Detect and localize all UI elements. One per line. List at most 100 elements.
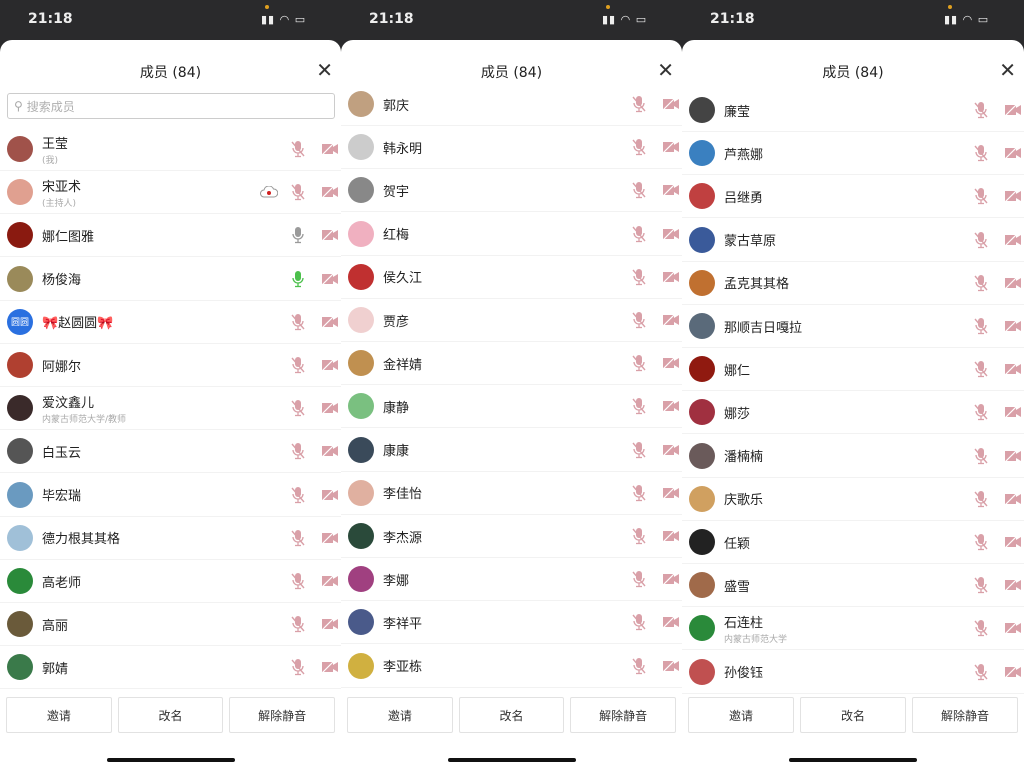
camera-off-icon[interactable]	[1002, 574, 1024, 596]
mic-muted-icon[interactable]	[970, 661, 992, 683]
mic-muted-icon[interactable]	[970, 315, 992, 337]
camera-off-icon[interactable]	[319, 570, 341, 592]
camera-off-icon[interactable]	[319, 354, 341, 376]
camera-off-icon[interactable]	[1002, 142, 1024, 164]
member-row[interactable]: 庆歌乐	[682, 478, 1024, 521]
mic-muted-icon[interactable]	[287, 440, 309, 462]
camera-off-icon[interactable]	[1002, 185, 1024, 207]
camera-off-icon[interactable]	[660, 223, 682, 245]
member-row[interactable]: 娜仁	[682, 348, 1024, 392]
mic-muted-icon[interactable]	[287, 527, 309, 549]
member-row[interactable]: 娜莎	[682, 391, 1024, 435]
unmute-all-button[interactable]: 解除静音	[570, 697, 677, 733]
member-row[interactable]: 蒙古草原	[682, 219, 1024, 262]
mic-muted-icon[interactable]	[628, 439, 650, 461]
mic-muted-icon[interactable]	[287, 181, 309, 203]
member-row[interactable]: 白玉云	[0, 430, 341, 474]
mic-muted-icon[interactable]	[287, 138, 309, 160]
mic-muted-icon[interactable]	[628, 395, 650, 417]
unmute-all-button[interactable]: 解除静音	[229, 697, 336, 733]
member-row[interactable]: 宋亚术 (主持人)	[0, 171, 341, 215]
member-row[interactable]: 郭庆	[341, 83, 682, 126]
member-row[interactable]: 王莹 (我)	[0, 128, 341, 171]
close-button[interactable]: ✕	[657, 58, 674, 82]
member-row[interactable]: 孙俊钰	[682, 651, 1024, 694]
camera-off-icon[interactable]	[319, 527, 341, 549]
member-row[interactable]: 韩永明	[341, 126, 682, 170]
camera-off-icon[interactable]	[1002, 531, 1024, 553]
member-row[interactable]: 李佳怡	[341, 472, 682, 515]
mic-muted-icon[interactable]	[628, 482, 650, 504]
mic-muted-icon[interactable]	[628, 568, 650, 590]
member-row[interactable]: 李娜	[341, 558, 682, 602]
member-row[interactable]: 廉莹	[682, 89, 1024, 132]
member-row[interactable]: 德力根其其格	[0, 517, 341, 560]
mic-muted-icon[interactable]	[628, 352, 650, 374]
camera-off-icon[interactable]	[319, 440, 341, 462]
member-row[interactable]: 康静	[341, 385, 682, 429]
member-row[interactable]: 高丽	[0, 603, 341, 647]
camera-off-icon[interactable]	[319, 484, 341, 506]
camera-off-icon[interactable]	[660, 482, 682, 504]
member-row[interactable]: 石连柱 内蒙古师范大学	[682, 607, 1024, 651]
camera-off-icon[interactable]	[319, 613, 341, 635]
camera-off-icon[interactable]	[1002, 272, 1024, 294]
invite-button[interactable]: 邀请	[6, 697, 112, 733]
mic-muted-icon[interactable]	[287, 397, 309, 419]
member-row[interactable]: 金祥婧	[341, 342, 682, 386]
rename-button[interactable]: 改名	[458, 697, 565, 733]
member-row[interactable]: 盛雪	[682, 564, 1024, 608]
member-row[interactable]: 爱汶鑫儿 内蒙古师范大学/教师	[0, 387, 341, 431]
invite-button[interactable]: 邀请	[688, 697, 794, 733]
mic-muted-icon[interactable]	[970, 401, 992, 423]
camera-off-icon[interactable]	[660, 611, 682, 633]
mic-muted-icon[interactable]	[970, 99, 992, 121]
camera-off-icon[interactable]	[1002, 617, 1024, 639]
member-row[interactable]: 李杰源	[341, 515, 682, 558]
member-row[interactable]: 圆圆 🎀赵圆圆🎀	[0, 301, 341, 344]
mic-muted-icon[interactable]	[970, 358, 992, 380]
member-row[interactable]: 康康	[341, 429, 682, 472]
mic-muted-icon[interactable]	[970, 488, 992, 510]
camera-off-icon[interactable]	[660, 395, 682, 417]
mic-muted-icon[interactable]	[970, 617, 992, 639]
mic-muted-icon[interactable]	[970, 272, 992, 294]
camera-off-icon[interactable]	[660, 179, 682, 201]
camera-off-icon[interactable]	[319, 656, 341, 678]
member-row[interactable]: 阿娜尔	[0, 344, 341, 387]
rename-button[interactable]: 改名	[117, 697, 224, 733]
close-button[interactable]: ✕	[999, 58, 1016, 82]
member-row[interactable]: 高老师	[0, 560, 341, 603]
member-row[interactable]: 那顺吉日嘎拉	[682, 305, 1024, 348]
mic-icon[interactable]	[287, 268, 309, 290]
mic-muted-icon[interactable]	[628, 525, 650, 547]
mic-muted-icon[interactable]	[970, 445, 992, 467]
camera-off-icon[interactable]	[660, 655, 682, 677]
camera-off-icon[interactable]	[319, 224, 341, 246]
camera-off-icon[interactable]	[319, 138, 341, 160]
mic-icon[interactable]	[287, 224, 309, 246]
camera-off-icon[interactable]	[660, 93, 682, 115]
rename-button[interactable]: 改名	[800, 697, 906, 733]
member-row[interactable]: 李祥平	[341, 601, 682, 645]
mic-muted-icon[interactable]	[287, 484, 309, 506]
member-row[interactable]: 侯久江	[341, 256, 682, 299]
camera-off-icon[interactable]	[1002, 488, 1024, 510]
camera-off-icon[interactable]	[660, 266, 682, 288]
search-box[interactable]: ⚲ 搜索成员	[7, 93, 335, 119]
close-button[interactable]: ✕	[316, 58, 333, 82]
mic-muted-icon[interactable]	[628, 136, 650, 158]
camera-off-icon[interactable]	[660, 136, 682, 158]
member-row[interactable]: 任颖	[682, 521, 1024, 564]
member-row[interactable]: 孟克其其格	[682, 262, 1024, 305]
camera-off-icon[interactable]	[319, 311, 341, 333]
mic-muted-icon[interactable]	[628, 611, 650, 633]
invite-button[interactable]: 邀请	[347, 697, 453, 733]
mic-muted-icon[interactable]	[287, 656, 309, 678]
mic-muted-icon[interactable]	[287, 311, 309, 333]
camera-off-icon[interactable]	[1002, 358, 1024, 380]
camera-off-icon[interactable]	[660, 568, 682, 590]
member-row[interactable]: 芦燕娜	[682, 132, 1024, 176]
unmute-all-button[interactable]: 解除静音	[912, 697, 1018, 733]
mic-muted-icon[interactable]	[628, 266, 650, 288]
